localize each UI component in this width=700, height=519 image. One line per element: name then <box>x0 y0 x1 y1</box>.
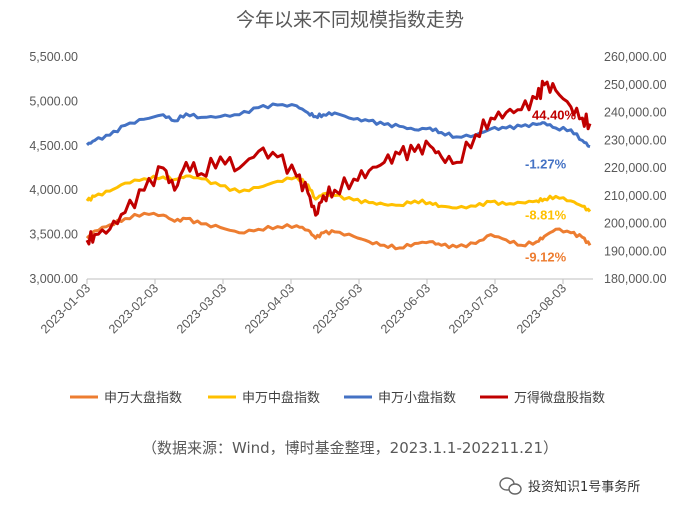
chart-title: 今年以来不同规模指数走势 <box>236 9 464 31</box>
watermark-text: 投资知识1号事务所 <box>528 479 640 495</box>
watermark: 投资知识1号事务所 <box>499 477 640 495</box>
right-tick-label: 210,000.00 <box>604 189 667 203</box>
x-axis-ticks: 2023-01-03 2023-02-03 2023-03-03 2023-04-03… <box>38 279 569 336</box>
left-tick-label: 5,000.00 <box>29 94 78 108</box>
source-note: （数据来源：Wind，博时基金整理，2023.1.1-202211.21） <box>142 439 558 457</box>
left-tick-label: 4,500.00 <box>29 139 78 153</box>
x-tick-label: 2023-03-03 <box>174 281 229 336</box>
left-axis-ticks: 5,500.00 5,000.00 4,500.00 4,000.00 3,500.00… <box>29 50 78 286</box>
right-tick-label: 240,000.00 <box>604 106 667 120</box>
x-tick-label: 2023-07-03 <box>446 281 501 336</box>
left-tick-label: 3,500.00 <box>29 228 78 242</box>
x-tick-label: 2023-06-03 <box>378 281 433 336</box>
x-tick-label: 2023-08-03 <box>514 281 569 336</box>
right-tick-label: 200,000.00 <box>604 217 667 231</box>
series-end-label: -9.12% <box>525 249 567 264</box>
series-end-label: 44.40% <box>532 108 577 123</box>
right-tick-label: 180,000.00 <box>604 272 667 286</box>
legend-label: 申万小盘指数 <box>378 390 456 406</box>
right-tick-label: 250,000.00 <box>604 78 667 92</box>
x-tick-label: 2023-02-03 <box>106 281 161 336</box>
right-tick-label: 260,000.00 <box>604 50 667 64</box>
right-axis-ticks: 260,000.00 250,000.00 240,000.00 230,000.00… <box>604 50 667 286</box>
series-end-label: -8.81% <box>525 208 567 223</box>
right-tick-label: 230,000.00 <box>604 133 667 147</box>
series-line <box>85 79 592 246</box>
left-tick-label: 5,500.00 <box>29 50 78 64</box>
legend-label: 申万中盘指数 <box>242 390 320 406</box>
legend-label: 申万大盘指数 <box>104 390 182 406</box>
x-tick-label: 2023-01-03 <box>38 281 93 336</box>
series-line <box>85 102 591 149</box>
wechat-icon <box>499 477 522 495</box>
series-layer <box>85 79 592 251</box>
series-end-label: -1.27% <box>525 157 567 172</box>
series-line <box>85 211 592 251</box>
left-tick-label: 3,000.00 <box>29 272 78 286</box>
x-tick-label: 2023-05-03 <box>310 281 365 336</box>
legend-label: 万得微盘股指数 <box>514 390 605 406</box>
legend: 申万大盘指数 申万中盘指数 申万小盘指数 万得微盘股指数 <box>70 390 605 406</box>
right-tick-label: 190,000.00 <box>604 244 667 258</box>
right-tick-label: 220,000.00 <box>604 161 667 175</box>
left-tick-label: 4,000.00 <box>29 183 78 197</box>
end-labels: -9.12% -8.81% -1.27% 44.40% <box>525 108 577 265</box>
x-tick-label: 2023-04-03 <box>242 281 297 336</box>
